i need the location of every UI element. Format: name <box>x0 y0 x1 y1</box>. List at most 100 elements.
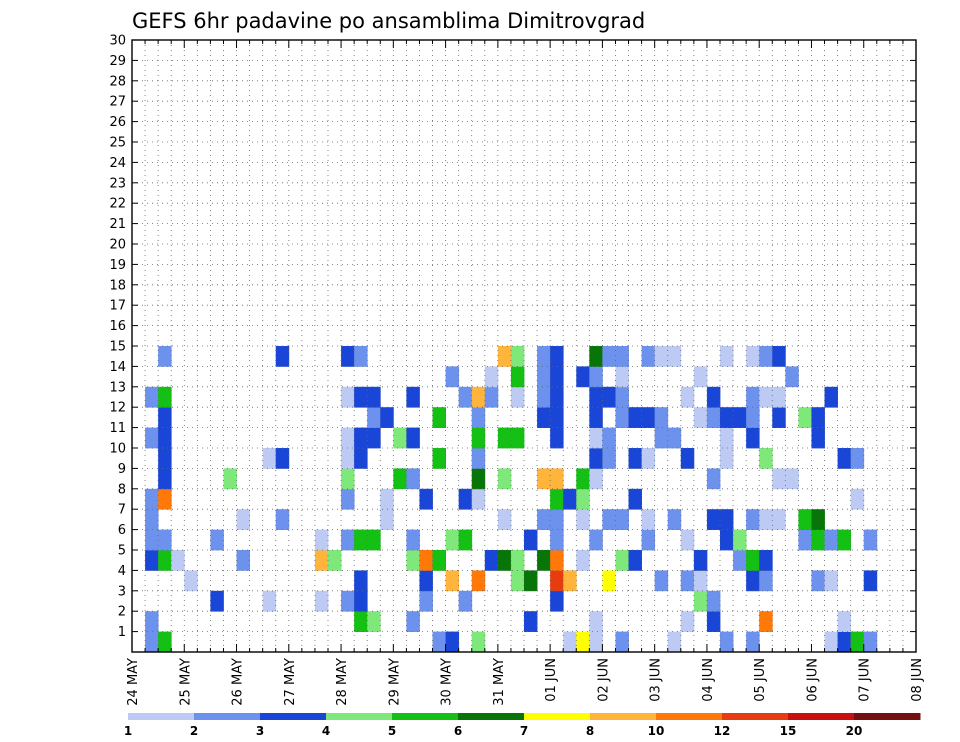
heatmap-cell <box>667 346 682 367</box>
heatmap-cell <box>615 366 629 388</box>
heatmap-cell <box>432 550 446 571</box>
y-tick-label: 4 <box>118 564 126 579</box>
x-tick-label: 26 MAY <box>231 658 246 706</box>
heatmap-cell <box>145 427 159 449</box>
heatmap-cell <box>158 550 172 571</box>
heatmap-cell <box>458 529 473 551</box>
heatmap-cell <box>693 366 708 388</box>
heatmap-cell <box>380 509 394 530</box>
heatmap-cell <box>667 509 682 530</box>
heatmap-cell <box>432 631 446 653</box>
heatmap-cell <box>680 570 695 592</box>
heatmap-cell <box>341 468 355 490</box>
heatmap-cell <box>654 407 669 428</box>
heatmap-cell <box>445 366 460 388</box>
heatmap-cell <box>145 529 159 551</box>
x-tick-label: 01 JUN <box>544 658 559 702</box>
heatmap-cell <box>419 590 433 612</box>
heatmap-cell <box>406 529 420 551</box>
legend-swatch <box>854 713 921 720</box>
heatmap-cell <box>850 631 865 653</box>
heatmap-cell <box>393 427 407 449</box>
heatmap-cell <box>550 386 564 408</box>
heatmap-cell <box>602 427 616 449</box>
heatmap-cell <box>667 427 682 449</box>
heatmap-cell <box>772 386 786 408</box>
y-axis: 1234567891011121314151617181920212223242… <box>109 34 916 640</box>
y-tick-label: 2 <box>118 605 126 620</box>
heatmap-cell <box>772 468 786 490</box>
y-tick-label: 7 <box>118 503 126 518</box>
x-tick-label: 04 JUN <box>701 658 716 702</box>
heatmap-cell <box>798 407 812 428</box>
y-tick-label: 1 <box>118 625 126 640</box>
legend-swatch <box>260 713 327 720</box>
legend-swatch <box>326 713 393 720</box>
heatmap-cell <box>471 468 486 490</box>
heatmap-cell <box>746 346 760 367</box>
x-tick-label: 24 MAY <box>126 658 141 706</box>
heatmap-cell <box>354 346 368 367</box>
heatmap-cell <box>615 407 629 428</box>
heatmap-cell <box>510 346 525 367</box>
heatmap-cell <box>158 488 172 510</box>
heatmap-cell <box>471 427 486 449</box>
heatmap-cell <box>471 570 486 592</box>
heatmap-cell <box>641 509 656 530</box>
heatmap-cell <box>811 407 825 428</box>
heatmap-cell <box>576 488 590 510</box>
heatmap-cell <box>341 386 355 408</box>
heatmap-cell <box>341 590 355 612</box>
heatmap-cell <box>850 448 865 469</box>
x-tick-label: 05 JUN <box>753 658 768 702</box>
heatmap-cell <box>706 611 721 632</box>
heatmap-cell <box>223 468 237 490</box>
x-tick-label: 31 MAY <box>492 658 507 706</box>
legend-label: 2 <box>190 724 198 738</box>
heatmap-cell <box>576 468 590 490</box>
heatmap-cell <box>550 468 564 490</box>
heatmap-cell <box>471 488 486 510</box>
heatmap-cell <box>759 509 773 530</box>
heatmap-cell <box>746 386 760 408</box>
heatmap-cell <box>759 346 773 367</box>
heatmap-cell <box>341 529 355 551</box>
heatmap-cell <box>184 570 198 592</box>
y-tick-label: 28 <box>109 74 126 89</box>
legend-swatch <box>194 713 261 720</box>
heatmap-cell <box>811 570 825 592</box>
heatmap-cell <box>471 631 486 653</box>
legend-swatch <box>128 713 195 720</box>
heatmap-cell <box>602 386 616 408</box>
heatmap-cell <box>210 590 224 612</box>
heatmap-cell <box>550 407 564 428</box>
heatmap-cell <box>406 468 420 490</box>
heatmap-cell <box>432 448 446 469</box>
heatmap-cell <box>720 529 734 551</box>
heatmap-cell <box>550 550 564 571</box>
legend-label: 4 <box>322 724 330 738</box>
heatmap-cell <box>563 488 577 510</box>
y-tick-label: 19 <box>109 258 126 273</box>
legend-swatch <box>524 713 591 720</box>
y-tick-label: 23 <box>109 176 126 191</box>
heatmap-cell <box>589 631 603 653</box>
heatmap-cell <box>589 427 603 449</box>
heatmap-cell <box>680 529 695 551</box>
y-tick-label: 18 <box>109 278 126 293</box>
heatmap-cells <box>145 346 878 653</box>
legend-label: 10 <box>648 724 665 738</box>
heatmap-cell <box>811 509 825 530</box>
heatmap-cell <box>171 550 185 571</box>
heatmap-cell <box>589 386 603 408</box>
legend-swatch <box>722 713 789 720</box>
y-tick-label: 20 <box>109 238 126 253</box>
heatmap-cell <box>720 631 734 653</box>
heatmap-cell <box>471 386 486 408</box>
heatmap-cell <box>772 509 786 530</box>
legend-swatch <box>656 713 723 720</box>
heatmap-cell <box>380 488 394 510</box>
heatmap-cell <box>471 448 486 469</box>
heatmap-cell <box>158 346 172 367</box>
heatmap-cell <box>406 611 420 632</box>
